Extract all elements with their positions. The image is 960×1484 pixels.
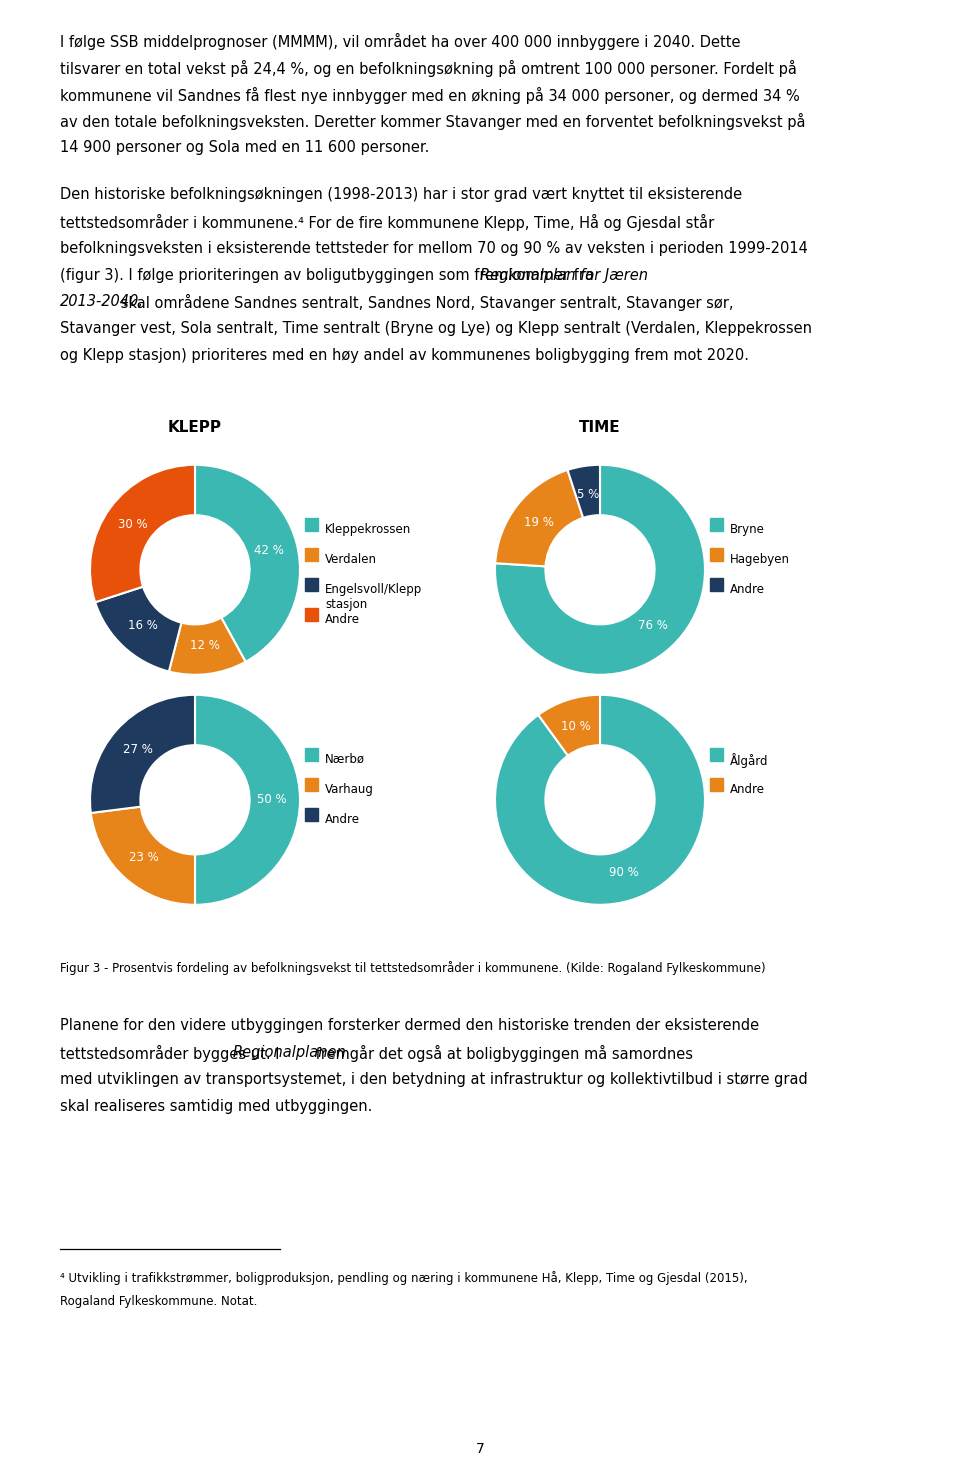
Text: Hagebyen: Hagebyen (731, 552, 790, 565)
Wedge shape (495, 464, 705, 675)
Text: 2013-2040,: 2013-2040, (60, 294, 144, 309)
Text: Bryne: Bryne (731, 522, 765, 536)
Text: 16 %: 16 % (128, 619, 157, 632)
Text: Verdalen: Verdalen (325, 552, 377, 565)
Text: ⁴ Utvikling i trafikkstrømmer, boligproduksjon, pendling og næring i kommunene H: ⁴ Utvikling i trafikkstrømmer, boligprod… (60, 1270, 748, 1285)
Text: Ålgård: Ålgård (731, 752, 769, 767)
Wedge shape (567, 464, 600, 518)
Wedge shape (90, 695, 195, 813)
Text: 10 %: 10 % (562, 720, 591, 733)
Bar (710, 778, 723, 791)
Text: 90 %: 90 % (609, 867, 638, 879)
Text: Den historiske befolkningsøkningen (1998-2013) har i stor grad vært knyttet til : Den historiske befolkningsøkningen (1998… (60, 187, 742, 202)
Text: tilsvarer en total vekst på 24,4 %, og en befolkningsøkning på omtrent 100 000 p: tilsvarer en total vekst på 24,4 %, og e… (60, 59, 797, 77)
Text: Nærbø: Nærbø (325, 752, 365, 766)
Text: Engelsvoll/Klepp: Engelsvoll/Klepp (325, 583, 422, 595)
Bar (710, 579, 723, 591)
Text: 5 %: 5 % (577, 488, 599, 500)
Text: og Klepp stasjon) prioriteres med en høy andel av kommunenes boligbygging frem m: og Klepp stasjon) prioriteres med en høy… (60, 347, 749, 364)
Wedge shape (539, 695, 600, 755)
Text: 19 %: 19 % (524, 516, 554, 530)
Bar (305, 809, 319, 821)
Wedge shape (195, 464, 300, 662)
Text: skal områdene Sandnes sentralt, Sandnes Nord, Stavanger sentralt, Stavanger sør,: skal områdene Sandnes sentralt, Sandnes … (116, 294, 733, 312)
Wedge shape (95, 586, 181, 671)
Text: skal realiseres samtidig med utbyggingen.: skal realiseres samtidig med utbyggingen… (60, 1098, 372, 1113)
Bar (305, 608, 319, 620)
Wedge shape (90, 464, 195, 603)
Text: Stavanger vest, Sola sentralt, Time sentralt (Bryne og Lye) og Klepp sentralt (V: Stavanger vest, Sola sentralt, Time sent… (60, 321, 812, 335)
Text: 76 %: 76 % (637, 619, 667, 632)
Text: stasjon: stasjon (325, 598, 368, 611)
Text: 50 %: 50 % (257, 794, 286, 806)
Text: GJESDAL: GJESDAL (564, 650, 636, 665)
Text: Planene for den videre utbyggingen forsterker dermed den historiske trenden der : Planene for den videre utbyggingen forst… (60, 1018, 759, 1033)
Text: fremgår det også at boligbyggingen må samordnes: fremgår det også at boligbyggingen må sa… (311, 1045, 693, 1063)
Bar (305, 748, 319, 761)
Wedge shape (495, 470, 583, 567)
Text: kommunene vil Sandnes få flest nye innbygger med en økning på 34 000 personer, o: kommunene vil Sandnes få flest nye innby… (60, 86, 800, 104)
Text: Figur 3 - Prosentvis fordeling av befolkningsvekst til tettstedsområder i kommun: Figur 3 - Prosentvis fordeling av befolk… (60, 962, 766, 975)
Text: 14 900 personer og Sola med en 11 600 personer.: 14 900 personer og Sola med en 11 600 pe… (60, 139, 429, 156)
Text: Regionalplanen: Regionalplanen (232, 1045, 347, 1060)
Text: av den totale befolkningsveksten. Deretter kommer Stavanger med en forventet bef: av den totale befolkningsveksten. Derett… (60, 113, 805, 131)
Text: Kleppekrossen: Kleppekrossen (325, 522, 412, 536)
Text: befolkningsveksten i eksisterende tettsteder for mellom 70 og 90 % av veksten i : befolkningsveksten i eksisterende tettst… (60, 240, 808, 255)
Bar (710, 748, 723, 761)
Wedge shape (169, 617, 246, 675)
Bar (710, 518, 723, 531)
Text: 23 %: 23 % (130, 850, 159, 864)
Text: Rogaland Fylkeskommune. Notat.: Rogaland Fylkeskommune. Notat. (60, 1296, 257, 1307)
Text: I følge SSB middelprognoser (MMMM), vil området ha over 400 000 innbyggere i 204: I følge SSB middelprognoser (MMMM), vil … (60, 33, 740, 50)
Wedge shape (91, 807, 195, 905)
Text: med utviklingen av transportsystemet, i den betydning at infrastruktur og kollek: med utviklingen av transportsystemet, i … (60, 1071, 807, 1086)
Text: Andre: Andre (325, 613, 360, 626)
Text: tettstedsområder i kommunene.⁴ For de fire kommunene Klepp, Time, Hå og Gjesdal : tettstedsområder i kommunene.⁴ For de fi… (60, 214, 714, 232)
Wedge shape (495, 695, 705, 905)
Bar (305, 579, 319, 591)
Bar (305, 518, 319, 531)
Text: Varhaug: Varhaug (325, 782, 374, 795)
Text: HÅ: HÅ (182, 650, 207, 665)
Text: Regionalplan for Jæren: Regionalplan for Jæren (480, 267, 648, 282)
Text: tettstedsområder bygges ut. I: tettstedsområder bygges ut. I (60, 1045, 284, 1063)
Bar (710, 548, 723, 561)
Wedge shape (195, 695, 300, 905)
Text: Andre: Andre (731, 782, 765, 795)
Text: Andre: Andre (325, 813, 360, 825)
Text: TIME: TIME (579, 420, 621, 435)
Text: 27 %: 27 % (123, 742, 153, 755)
Text: 12 %: 12 % (190, 640, 220, 653)
Text: (figur 3). I følge prioriteringen av boligutbyggingen som fremkommer fra: (figur 3). I følge prioriteringen av bol… (60, 267, 598, 282)
Text: Andre: Andre (731, 583, 765, 595)
Text: KLEPP: KLEPP (168, 420, 222, 435)
Text: 30 %: 30 % (118, 518, 148, 531)
Bar (305, 778, 319, 791)
Text: 7: 7 (475, 1442, 485, 1456)
Bar (305, 548, 319, 561)
Text: 42 %: 42 % (254, 545, 284, 556)
